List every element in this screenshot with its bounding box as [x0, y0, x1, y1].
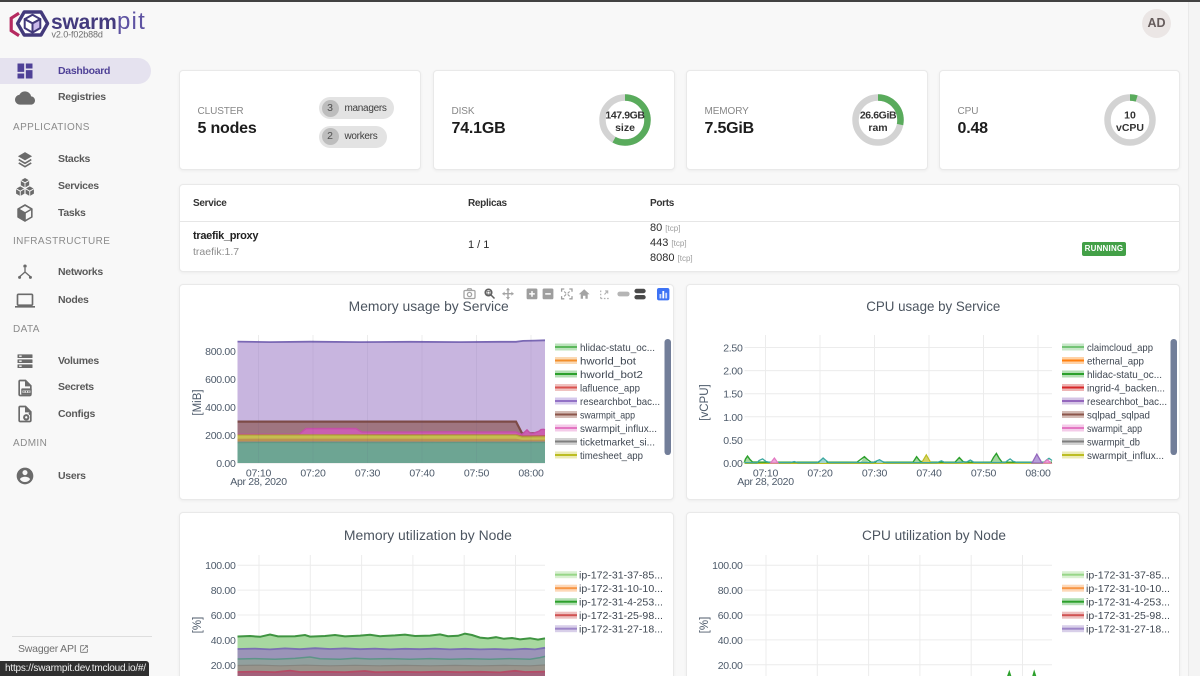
svg-text:0.00: 0.00 — [216, 458, 236, 470]
svg-text:ticketmarket_si...: ticketmarket_si... — [580, 437, 655, 449]
svg-text:20.00: 20.00 — [718, 660, 743, 672]
svg-text:600.00: 600.00 — [205, 374, 236, 386]
svg-text:[%]: [%] — [192, 617, 204, 634]
svg-text:07:30: 07:30 — [862, 467, 888, 479]
svg-text:ip-172-31-37-85...: ip-172-31-37-85... — [1086, 570, 1170, 582]
svg-text:07:20: 07:20 — [300, 467, 326, 479]
svg-text:Memory usage by Service: Memory usage by Service — [349, 299, 509, 314]
svg-text:1.50: 1.50 — [723, 389, 743, 401]
svg-text:hlidac-statu_oc...: hlidac-statu_oc... — [1087, 369, 1162, 381]
svg-text:CPU utilization by Node: CPU utilization by Node — [862, 528, 1006, 543]
svg-text:v2.0-f02b88d: v2.0-f02b88d — [52, 30, 103, 40]
svg-text:researchbot_bac...: researchbot_bac... — [580, 396, 660, 408]
svg-text:1.00: 1.00 — [723, 412, 743, 424]
svg-text:claimcloud_app: claimcloud_app — [1087, 342, 1153, 354]
svg-text:ip-172-31-25-98...: ip-172-31-25-98... — [579, 610, 663, 622]
svg-text:[MiB]: [MiB] — [192, 389, 204, 415]
svg-text:researchbot_bac...: researchbot_bac... — [1087, 396, 1167, 408]
svg-text:100.00: 100.00 — [205, 560, 236, 572]
svg-text:60.00: 60.00 — [211, 610, 236, 622]
svg-text:40.00: 40.00 — [718, 635, 743, 647]
svg-text:07:50: 07:50 — [971, 467, 997, 479]
svg-text:100.00: 100.00 — [712, 560, 743, 572]
svg-text:CPU usage by Service: CPU usage by Service — [866, 299, 1000, 314]
svg-text:ip-172-31-10-10...: ip-172-31-10-10... — [579, 583, 663, 595]
svg-text:26.6GiB: 26.6GiB — [860, 109, 897, 121]
svg-text:swarmpit_influx...: swarmpit_influx... — [1087, 450, 1164, 462]
svg-text:Apr 28, 2020: Apr 28, 2020 — [230, 476, 287, 488]
svg-text:400.00: 400.00 — [205, 402, 236, 414]
svg-text:20.00: 20.00 — [211, 660, 236, 672]
svg-text:timesheet_app: timesheet_app — [580, 450, 643, 462]
svg-text:80.00: 80.00 — [211, 585, 236, 597]
svg-text:swarmpit_app: swarmpit_app — [1087, 423, 1142, 435]
svg-text:200.00: 200.00 — [205, 430, 236, 442]
svg-text:ip-172-31-4-253...: ip-172-31-4-253... — [579, 597, 663, 609]
svg-text:2.50: 2.50 — [723, 343, 743, 355]
svg-text:07:40: 07:40 — [916, 467, 942, 479]
svg-text:ethernal_app: ethernal_app — [1087, 356, 1144, 368]
svg-text:pit: pit — [117, 8, 146, 35]
svg-text:ip-172-31-10-10...: ip-172-31-10-10... — [1086, 583, 1170, 595]
svg-text:Apr 28, 2020: Apr 28, 2020 — [737, 476, 794, 488]
svg-text:ingrid-4_backen...: ingrid-4_backen... — [1087, 383, 1165, 395]
svg-text:hlidac-statu_oc...: hlidac-statu_oc... — [580, 342, 655, 354]
svg-text:40.00: 40.00 — [211, 635, 236, 647]
svg-text:80.00: 80.00 — [718, 585, 743, 597]
svg-text:0.50: 0.50 — [723, 435, 743, 447]
svg-text:07:50: 07:50 — [464, 467, 490, 479]
svg-text:Memory utilization by Node: Memory utilization by Node — [344, 528, 512, 543]
svg-text:08:00: 08:00 — [1025, 467, 1051, 479]
svg-text:ip-172-31-37-85...: ip-172-31-37-85... — [579, 570, 663, 582]
svg-text:08:00: 08:00 — [518, 467, 544, 479]
svg-text:hworld_bot2: hworld_bot2 — [580, 369, 643, 381]
svg-text:swarm: swarm — [51, 11, 117, 34]
svg-text:07:30: 07:30 — [355, 467, 381, 479]
svg-text:ip-172-31-27-18...: ip-172-31-27-18... — [579, 624, 663, 636]
svg-text:0.00: 0.00 — [723, 458, 743, 470]
svg-text:size: size — [615, 122, 635, 134]
svg-text:ip-172-31-4-253...: ip-172-31-4-253... — [1086, 597, 1170, 609]
svg-text:swarmpit_app: swarmpit_app — [580, 410, 635, 422]
svg-text:07:20: 07:20 — [807, 467, 833, 479]
svg-text:hworld_bot: hworld_bot — [580, 356, 636, 368]
svg-text:ip-172-31-25-98...: ip-172-31-25-98... — [1086, 610, 1170, 622]
svg-text:10: 10 — [1124, 109, 1136, 121]
svg-text:2.00: 2.00 — [723, 366, 743, 378]
svg-text:sqlpad_sqlpad: sqlpad_sqlpad — [1087, 410, 1150, 422]
svg-text:swarmpit_influx...: swarmpit_influx... — [580, 423, 657, 435]
svg-text:ip-172-31-27-18...: ip-172-31-27-18... — [1086, 624, 1170, 636]
svg-text:[%]: [%] — [699, 617, 711, 634]
svg-text:vCPU: vCPU — [1116, 122, 1144, 134]
svg-text:[vCPU]: [vCPU] — [699, 384, 711, 420]
svg-text:07:40: 07:40 — [409, 467, 435, 479]
svg-text:60.00: 60.00 — [718, 610, 743, 622]
svg-text:147.9GB: 147.9GB — [605, 109, 645, 121]
svg-text:lafluence_app: lafluence_app — [580, 383, 640, 395]
svg-text:800.00: 800.00 — [205, 346, 236, 358]
svg-text:ram: ram — [868, 122, 887, 134]
svg-text:07:10: 07:10 — [753, 467, 779, 479]
svg-text:swarmpit_db: swarmpit_db — [1087, 437, 1140, 449]
svg-text:07:10: 07:10 — [246, 467, 272, 479]
